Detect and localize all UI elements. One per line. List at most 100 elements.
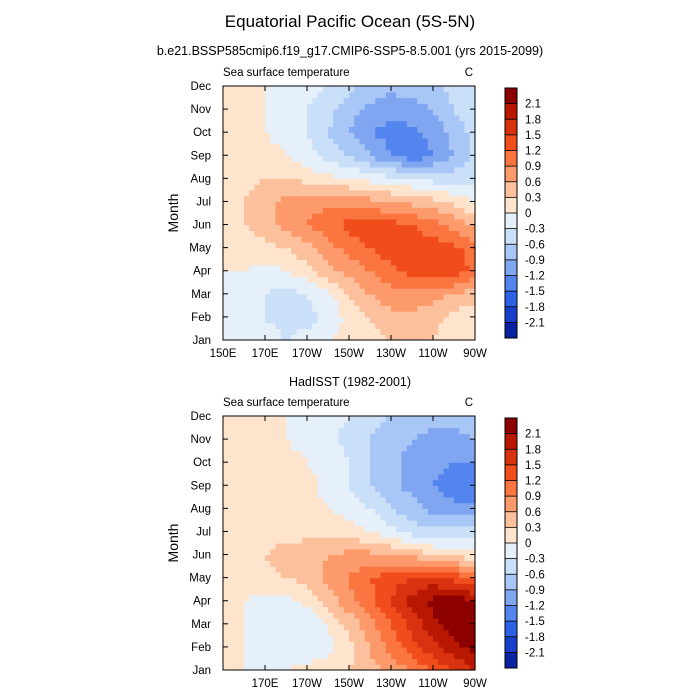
- field-cell: [296, 172, 303, 179]
- field-cell: [322, 178, 329, 185]
- field-cell: [427, 444, 434, 452]
- field-cell: [223, 502, 229, 509]
- field-cell: [333, 270, 340, 278]
- field-cell: [270, 641, 277, 648]
- field-cell: [454, 421, 460, 429]
- field-cell: [343, 328, 350, 335]
- field-cell: [454, 641, 460, 648]
- field-cell: [354, 328, 361, 335]
- field-cell: [254, 473, 261, 481]
- field-cell: [238, 149, 245, 156]
- field-cell: [259, 473, 266, 481]
- field-cell: [391, 594, 397, 602]
- field-cell: [291, 282, 298, 289]
- field-cell: [275, 241, 282, 249]
- field-cell: [422, 618, 429, 625]
- field-cell: [401, 218, 408, 226]
- field-cell: [401, 646, 408, 654]
- field-cell: [249, 456, 256, 463]
- field-cell: [343, 264, 350, 272]
- field-cell: [385, 114, 392, 122]
- field-cell: [301, 652, 308, 660]
- field-cell: [301, 433, 308, 440]
- field-cell: [406, 485, 413, 492]
- field-cell: [438, 247, 445, 255]
- field-cell: [375, 137, 382, 145]
- field-cell: [265, 264, 271, 272]
- field-cell: [401, 652, 408, 660]
- field-cell: [396, 600, 403, 608]
- field-cell: [333, 236, 340, 243]
- field-cell: [265, 462, 271, 469]
- field-cell: [438, 230, 445, 237]
- field-cell: [275, 485, 282, 492]
- field-cell: [349, 652, 355, 660]
- field-cell: [286, 491, 292, 498]
- field-cell: [454, 224, 460, 231]
- field-cell: [380, 491, 387, 498]
- field-cell: [448, 259, 455, 266]
- field-cell: [370, 646, 376, 654]
- field-cell: [422, 537, 429, 544]
- field-cell: [286, 207, 292, 214]
- field-cell: [254, 311, 261, 318]
- field-cell: [417, 334, 424, 341]
- colorbar-label: 0.9: [525, 491, 541, 503]
- field-cell: [396, 97, 403, 104]
- field-cell: [359, 109, 366, 116]
- field-cell: [286, 149, 292, 156]
- field-cell: [238, 109, 245, 116]
- field-cell: [280, 635, 287, 642]
- field-cell: [238, 623, 245, 631]
- field-cell: [301, 103, 308, 110]
- field-cell: [433, 264, 439, 272]
- field-cell: [322, 195, 329, 203]
- field-cell: [270, 282, 277, 289]
- field-cell: [312, 618, 319, 625]
- field-cell: [296, 456, 303, 463]
- field-cell: [469, 91, 476, 99]
- field-cell: [375, 276, 382, 283]
- field-cell: [343, 91, 350, 99]
- field-cell: [464, 646, 471, 654]
- field-cell: [312, 560, 319, 567]
- field-cell: [464, 253, 471, 260]
- field-cell: [343, 444, 350, 452]
- field-cell: [286, 560, 292, 567]
- field-cell: [354, 502, 361, 509]
- field-cell: [317, 496, 324, 504]
- field-cell: [433, 334, 439, 341]
- field-cell: [343, 606, 350, 613]
- field-cell: [364, 514, 371, 521]
- field-cell: [343, 132, 350, 139]
- field-cell: [459, 161, 466, 168]
- field-cell: [238, 276, 245, 283]
- field-cell: [301, 149, 308, 156]
- field-cell: [417, 86, 424, 93]
- field-cell: [223, 496, 229, 504]
- field-cell: [459, 299, 466, 306]
- field-cell: [223, 224, 229, 231]
- field-cell: [223, 594, 229, 602]
- field-cell: [406, 207, 413, 214]
- field-cell: [406, 155, 413, 162]
- field-cell: [259, 543, 266, 550]
- field-cell: [433, 282, 439, 289]
- field-cell: [417, 646, 424, 654]
- field-cell: [459, 456, 466, 463]
- field-cell: [349, 236, 355, 243]
- field-cell: [354, 519, 361, 527]
- field-cell: [249, 230, 256, 237]
- field-cell: [317, 416, 324, 423]
- field-cell: [385, 189, 392, 197]
- field-cell: [238, 143, 245, 151]
- field-cell: [343, 195, 350, 203]
- field-cell: [312, 600, 319, 608]
- field-cell: [412, 91, 418, 99]
- field-cell: [375, 439, 382, 446]
- field-cell: [427, 259, 434, 266]
- colorbar-label: -2.1: [525, 317, 545, 329]
- field-cell: [280, 571, 287, 579]
- field-cell: [223, 109, 229, 116]
- field-cell: [448, 299, 455, 306]
